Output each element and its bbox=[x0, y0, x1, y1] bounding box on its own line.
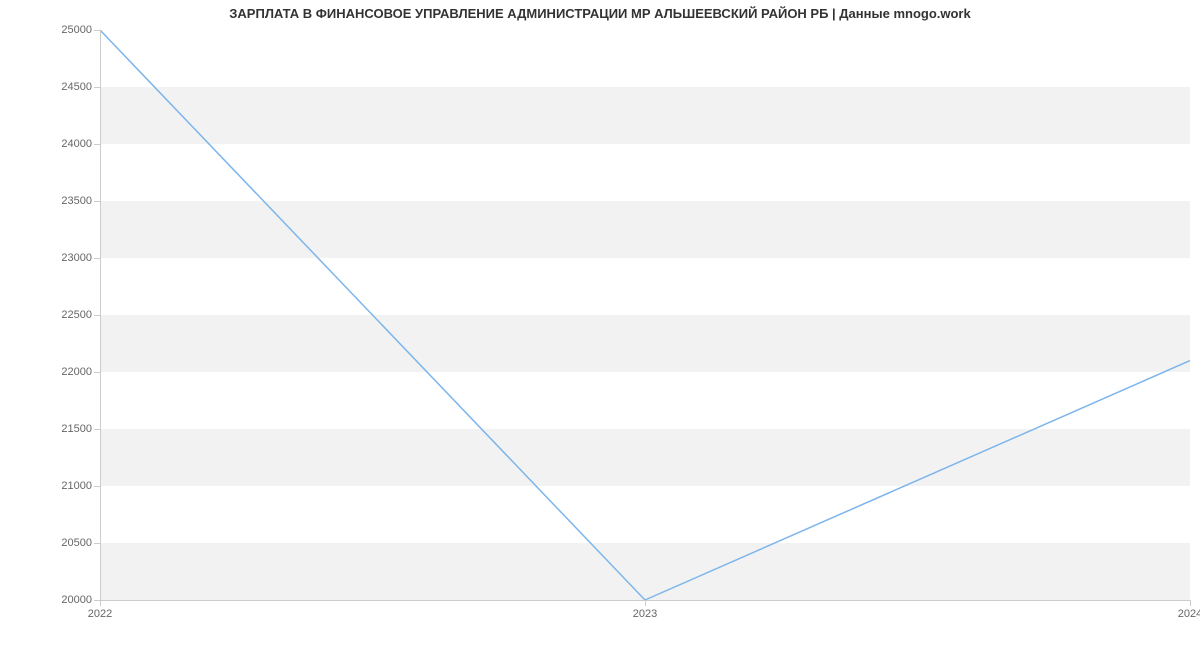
y-axis-label: 20500 bbox=[61, 537, 92, 549]
y-axis-label: 21500 bbox=[61, 423, 92, 435]
x-axis-label: 2024 bbox=[1178, 608, 1200, 620]
y-axis-label: 23000 bbox=[61, 252, 92, 264]
y-axis-label: 21000 bbox=[61, 480, 92, 492]
line-layer bbox=[100, 30, 1190, 600]
x-axis-label: 2023 bbox=[633, 608, 657, 620]
chart-title: ЗАРПЛАТА В ФИНАНСОВОЕ УПРАВЛЕНИЕ АДМИНИС… bbox=[0, 6, 1200, 21]
x-axis-label: 2022 bbox=[88, 608, 112, 620]
y-axis-label: 20000 bbox=[61, 594, 92, 606]
y-axis-label: 22000 bbox=[61, 366, 92, 378]
series-line bbox=[100, 30, 1190, 600]
salary-line-chart: ЗАРПЛАТА В ФИНАНСОВОЕ УПРАВЛЕНИЕ АДМИНИС… bbox=[0, 0, 1200, 650]
y-axis-label: 24000 bbox=[61, 138, 92, 150]
y-axis-label: 23500 bbox=[61, 195, 92, 207]
y-axis-label: 24500 bbox=[61, 81, 92, 93]
x-axis-line bbox=[100, 600, 1190, 601]
y-axis-label: 22500 bbox=[61, 309, 92, 321]
plot-area: 2000020500210002150022000225002300023500… bbox=[100, 30, 1190, 600]
x-tick bbox=[1190, 600, 1191, 606]
y-axis-line bbox=[100, 30, 101, 600]
y-axis-label: 25000 bbox=[61, 24, 92, 36]
